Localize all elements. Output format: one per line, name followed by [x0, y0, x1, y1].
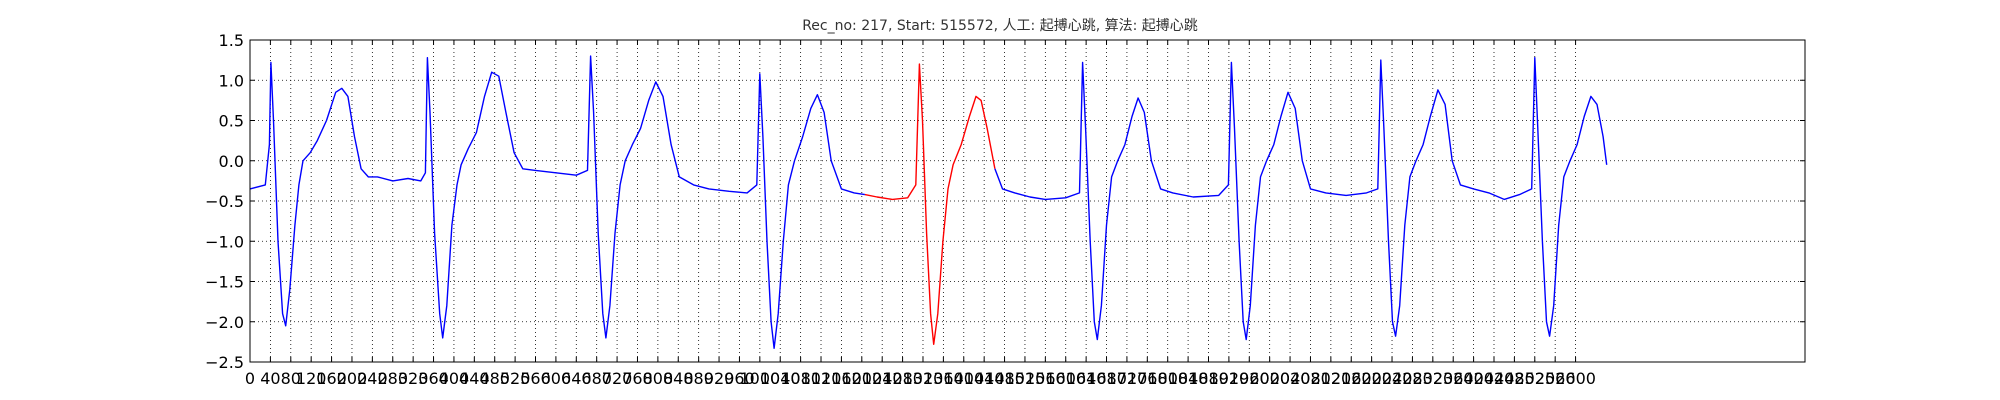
x-tick-label: 640	[561, 369, 592, 388]
y-tick-label: 0.0	[219, 152, 244, 171]
x-tick-label: 1360	[923, 369, 964, 388]
x-tick-label: 240	[357, 369, 388, 388]
x-tick-label: 280	[377, 369, 408, 388]
x-tick-label: 1120	[801, 369, 842, 388]
x-tick-label: 2320	[1412, 369, 1453, 388]
x-tick-label: 680	[581, 369, 612, 388]
x-tick-label: 840	[663, 369, 694, 388]
x-tick-label: 1640	[1066, 369, 1107, 388]
x-tick-label: 1240	[862, 369, 903, 388]
x-tick-label: 1480	[984, 369, 1025, 388]
y-tick-label: −1.0	[205, 232, 244, 251]
x-tick-label: 2080	[1290, 369, 1331, 388]
x-tick-label: 160	[316, 369, 347, 388]
x-tick-label: 2480	[1494, 369, 1535, 388]
x-tick-label: 2200	[1351, 369, 1392, 388]
x-tick-label: 560	[520, 369, 551, 388]
x-tick-label: 1440	[964, 369, 1005, 388]
x-tick-label: 2560	[1535, 369, 1576, 388]
x-tick-label: 1680	[1086, 369, 1127, 388]
y-tick-label: −1.5	[205, 273, 244, 292]
x-tick-label: 2600	[1555, 369, 1596, 388]
x-tick-label: 440	[459, 369, 490, 388]
x-tick-label: 2000	[1249, 369, 1290, 388]
x-tick-label: 320	[398, 369, 429, 388]
x-tick-label: 1560	[1025, 369, 1066, 388]
ecg-series-line-1	[249, 55, 866, 349]
x-tick-label: 1840	[1168, 369, 1209, 388]
x-tick-label: 2440	[1474, 369, 1515, 388]
x-tick-label: 40	[260, 369, 280, 388]
x-tick-label: 1400	[943, 369, 984, 388]
axis-ticks	[249, 39, 1805, 363]
x-tick-label: 2280	[1392, 369, 1433, 388]
y-tick-label: 1.0	[219, 71, 244, 90]
x-tick-label: 880	[683, 369, 714, 388]
x-tick-label: 1160	[821, 369, 862, 388]
x-tick-label: 2520	[1514, 369, 1555, 388]
x-axis-tick-labels: 0 40 8012016020024028032036040044048052056…	[245, 369, 1596, 388]
x-tick-label: 1800	[1147, 369, 1188, 388]
x-tick-label: 120	[296, 369, 327, 388]
y-tick-label: −2.0	[205, 313, 244, 332]
grid-lines	[250, 40, 1805, 362]
y-tick-label: −0.5	[205, 192, 244, 211]
x-tick-label: 1920	[1209, 369, 1250, 388]
x-tick-label: 1000	[739, 369, 780, 388]
x-tick-label: 1760	[1127, 369, 1168, 388]
x-tick-label: 1720	[1107, 369, 1148, 388]
x-tick-label: 400	[439, 369, 470, 388]
x-tick-label: 1040	[760, 369, 801, 388]
x-tick-label: 1320	[903, 369, 944, 388]
x-tick-label: 1080	[780, 369, 821, 388]
x-tick-label: 760	[622, 369, 653, 388]
x-tick-label: 600	[541, 369, 572, 388]
x-tick-label: 1960	[1229, 369, 1270, 388]
y-tick-label: −2.5	[205, 353, 244, 372]
y-tick-label: 0.5	[219, 112, 244, 131]
x-tick-label: 200	[337, 369, 368, 388]
x-tick-label: 960	[724, 369, 755, 388]
y-axis-tick-labels: 1.5 1.0 0.5 0.0 −0.5 −1.0 −1.5 −2.0 −2.5	[205, 31, 244, 372]
x-tick-label: 0	[245, 369, 255, 388]
x-tick-label: 1200	[841, 369, 882, 388]
plot-area-frame	[249, 39, 1806, 363]
x-tick-label: 2120	[1310, 369, 1351, 388]
x-tick-label: 2160	[1331, 369, 1372, 388]
x-tick-label: 1280	[882, 369, 923, 388]
x-tick-label: 520	[500, 369, 531, 388]
ecg-series-line-2	[864, 63, 996, 345]
x-tick-label: 80	[281, 369, 301, 388]
x-tick-label: 480	[479, 369, 510, 388]
x-tick-label: 360	[418, 369, 449, 388]
ecg-series-line-3	[994, 57, 1608, 341]
x-tick-label: 2240	[1372, 369, 1413, 388]
x-tick-label: 1600	[1045, 369, 1086, 388]
x-tick-label: 920	[704, 369, 735, 388]
x-tick-label: 2040	[1270, 369, 1311, 388]
series-lines	[249, 55, 1608, 349]
x-tick-label: 2400	[1453, 369, 1494, 388]
chart-title: Rec_no: 217, Start: 515572, 人工: 起搏心跳, 算法…	[802, 17, 1198, 34]
x-tick-label: 800	[643, 369, 674, 388]
x-tick-label: 720	[602, 369, 633, 388]
x-tick-label: 2360	[1433, 369, 1474, 388]
x-tick-label: 1880	[1188, 369, 1229, 388]
x-tick-label: 1520	[1005, 369, 1046, 388]
y-tick-label: 1.5	[219, 31, 244, 50]
